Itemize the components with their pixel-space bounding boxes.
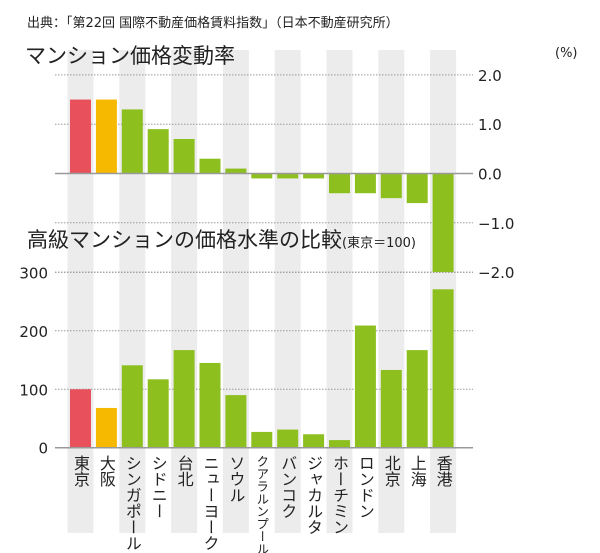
category-label: 大阪 [97, 455, 116, 487]
change-rate-bar [380, 173, 402, 199]
source-note: 出典：「第22回 国際不動産価格賃料指数」（日本不動産研究所） [27, 15, 399, 31]
change-rate-bar [121, 109, 143, 174]
top-y-tick-label: −1.0 [478, 215, 514, 233]
category-label: 東京 [71, 455, 90, 488]
column-stripe [378, 50, 405, 533]
change-rate-bar [199, 158, 221, 174]
price-level-bar [329, 440, 350, 448]
category-label: ニューヨーク [201, 455, 220, 551]
price-level-bar [173, 350, 195, 448]
bottom-chart-title-main: 高級マンションの価格水準の比較 [27, 228, 342, 252]
category-label: シンガポール [123, 455, 142, 551]
change-rate-bar [70, 99, 91, 174]
category-label: 北京 [382, 455, 401, 488]
change-rate-bar [147, 129, 169, 174]
column-stripe [326, 50, 353, 533]
change-rate-bar [354, 173, 376, 194]
category-label: シドニー [149, 455, 168, 519]
bottom-y-tick-label: 100 [19, 381, 48, 399]
bottom-chart-title: 高級マンションの価格水準の比較(東京＝100) [27, 228, 416, 252]
top-y-tick-label: −2.0 [478, 264, 514, 282]
change-rate-bar [251, 173, 273, 179]
bottom-y-tick-label: 200 [19, 323, 48, 341]
top-y-tick-label: 0.0 [478, 166, 502, 184]
price-level-bar [303, 434, 325, 448]
category-labels: 東京 大阪 シンガポール シドニー 台北 ニューヨーク ソウル クアラルンプール バンコク ジャカ… [71, 455, 453, 553]
change-rate-bar [432, 173, 454, 273]
change-rate-bar [95, 99, 117, 174]
top-chart-title: マンション価格変動率 [25, 44, 235, 68]
column-stripe [171, 50, 198, 533]
category-label: ソウル [226, 455, 245, 503]
change-rate-bar [173, 138, 195, 174]
change-rate-bar [277, 173, 299, 179]
bottom-y-tick-label: 0 [38, 440, 48, 458]
bars [55, 99, 473, 449]
category-label: ロンドン [356, 455, 375, 519]
column-stripe [274, 50, 301, 533]
category-label: クアラルンプール [254, 455, 269, 553]
category-label: 上海 [408, 455, 427, 487]
price-level-bar [432, 289, 454, 448]
category-label: バンコク [278, 455, 297, 519]
top-y-tick-label: 2.0 [478, 67, 502, 85]
price-level-bar [70, 389, 91, 448]
price-level-bar [199, 362, 221, 448]
category-label: ジャカルタ [304, 455, 323, 535]
category-label: 香港 [434, 455, 453, 487]
category-label: ホーチミン [330, 455, 349, 535]
price-level-bar [251, 431, 273, 448]
top-y-tick-label: 1.0 [478, 116, 502, 134]
price-level-bar [225, 395, 247, 448]
price-level-bar [121, 365, 143, 448]
change-rate-bar [303, 173, 325, 179]
price-level-bar [380, 369, 402, 448]
tick-labels: 2.0 1.0 0.0 −1.0 −2.0 300 200 100 0 [19, 67, 514, 458]
price-level-bar [354, 325, 376, 448]
bottom-chart-subtitle: (東京＝100) [342, 235, 416, 251]
price-level-bar [95, 407, 117, 448]
bottom-y-tick-label: 300 [19, 264, 48, 282]
top-chart-unit: (%) [555, 46, 578, 61]
price-level-bar [406, 350, 428, 448]
change-rate-bar [225, 168, 247, 174]
price-level-bar [147, 379, 169, 448]
category-label: 台北 [175, 455, 194, 487]
change-rate-bar [329, 173, 350, 194]
price-level-bar [277, 429, 299, 448]
change-rate-bar [406, 173, 428, 204]
column-stripe [222, 50, 249, 533]
